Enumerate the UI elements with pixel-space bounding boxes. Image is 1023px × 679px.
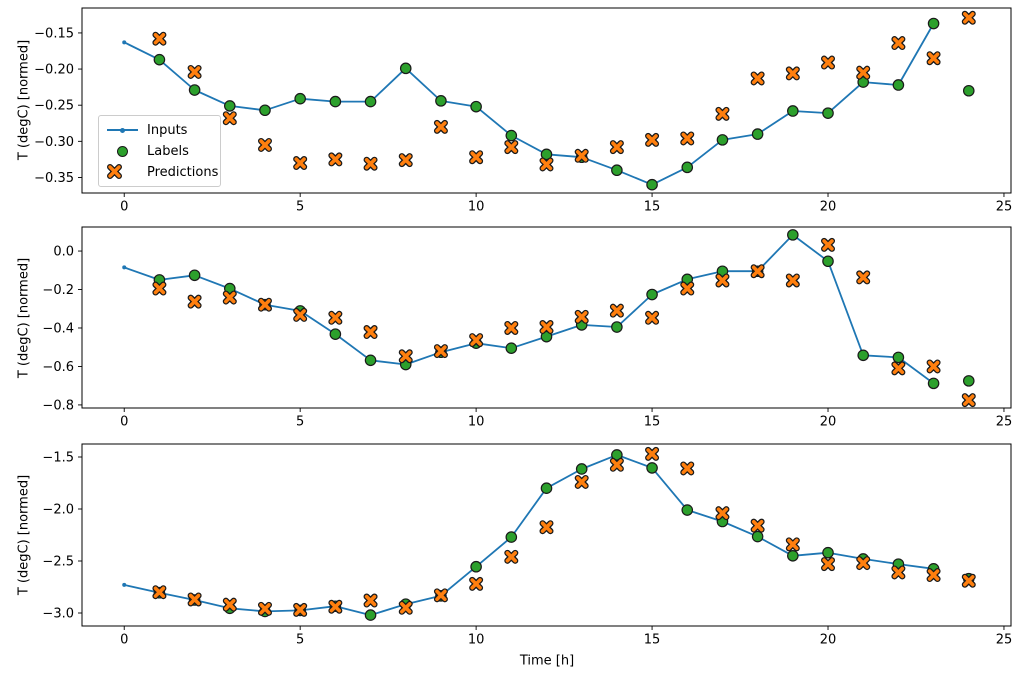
predictions-markers <box>152 446 976 617</box>
axis-ticks: 0 5 10 15 20 25 0.0 −0.2 −0.4 −0.6 −0.8 <box>42 245 1012 430</box>
predictions-x-icon <box>107 164 138 180</box>
legend-item-inputs: Inputs <box>107 121 212 139</box>
predictions-markers <box>152 237 976 408</box>
x-tick-label: 20 <box>820 415 837 430</box>
inputs-line-icon <box>107 122 138 138</box>
y-tick-label: −0.30 <box>34 135 74 150</box>
y-tick-label: −0.20 <box>34 63 74 78</box>
legend-label-predictions: Predictions <box>147 164 219 180</box>
labels-markers <box>153 449 975 621</box>
x-tick-label: 20 <box>820 200 837 215</box>
x-tick-label: 25 <box>996 415 1013 430</box>
y-tick-label: −1.5 <box>42 451 74 466</box>
x-tick-label: 5 <box>296 415 304 430</box>
axis-ticks: 0 5 10 15 20 25 −0.15 −0.20 −0.25 −0.30 −0.35 <box>34 26 1012 214</box>
predictions-markers <box>152 10 976 172</box>
y-tick-label: −0.35 <box>34 171 74 186</box>
subplot-1: 0 5 10 15 20 25 −0.15 −0.20 −0.25 −0.30 −0.35 <box>34 7 1012 215</box>
x-tick-label: 10 <box>468 415 485 430</box>
y-axis-label-bottom: T (degC) [normed] <box>16 474 32 596</box>
y-tick-label: −0.8 <box>42 398 74 413</box>
legend-item-predictions: Predictions <box>107 163 218 181</box>
y-tick-label: 0.0 <box>53 245 74 260</box>
axes-frame <box>81 7 1012 194</box>
x-tick-label: 5 <box>296 200 304 215</box>
x-tick-label: 20 <box>820 633 837 648</box>
x-tick-label: 15 <box>644 415 661 430</box>
x-tick-label: 10 <box>468 633 485 648</box>
axes-frame <box>81 226 1012 409</box>
axes-frame <box>81 443 1012 627</box>
labels-markers <box>153 229 975 390</box>
legend: Inputs Labels Predictions <box>98 115 221 187</box>
y-tick-label: −0.15 <box>34 26 74 41</box>
legend-item-labels: Labels <box>107 142 212 160</box>
inputs-line <box>122 21 936 187</box>
subplot-3: 0 5 10 15 20 25 −1.5 −2.0 −2.5 −3.0 <box>42 443 1012 648</box>
y-tick-label: −0.4 <box>42 321 74 336</box>
y-tick-label: −2.5 <box>42 555 74 570</box>
legend-label-labels: Labels <box>147 143 189 159</box>
y-tick-label: −0.25 <box>34 99 74 114</box>
x-tick-label: 15 <box>644 633 661 648</box>
x-tick-label: 10 <box>468 200 485 215</box>
y-tick-label: −0.2 <box>42 283 74 298</box>
x-tick-label: 5 <box>296 633 304 648</box>
x-axis-label: Time [h] <box>519 653 575 669</box>
x-tick-label: 25 <box>996 200 1013 215</box>
inputs-line <box>122 452 936 618</box>
x-tick-label: 15 <box>644 200 661 215</box>
labels-circle-icon <box>107 143 138 159</box>
subplot-2: 0 5 10 15 20 25 0.0 −0.2 −0.4 −0.6 −0.8 <box>42 226 1012 430</box>
y-tick-label: −0.6 <box>42 360 74 375</box>
y-axis-label-middle: T (degC) [normed] <box>16 257 32 379</box>
x-tick-label: 25 <box>996 633 1013 648</box>
y-axis-label-top: T (degC) [normed] <box>16 39 32 161</box>
y-tick-label: −2.0 <box>42 503 74 518</box>
y-tick-label: −3.0 <box>42 607 74 622</box>
x-tick-label: 0 <box>120 200 128 215</box>
x-tick-label: 0 <box>120 633 128 648</box>
inputs-line <box>122 232 936 386</box>
legend-label-inputs: Inputs <box>147 122 188 138</box>
axis-ticks: 0 5 10 15 20 25 −1.5 −2.0 −2.5 −3.0 <box>42 451 1012 648</box>
x-tick-label: 0 <box>120 415 128 430</box>
labels-markers <box>153 17 975 191</box>
